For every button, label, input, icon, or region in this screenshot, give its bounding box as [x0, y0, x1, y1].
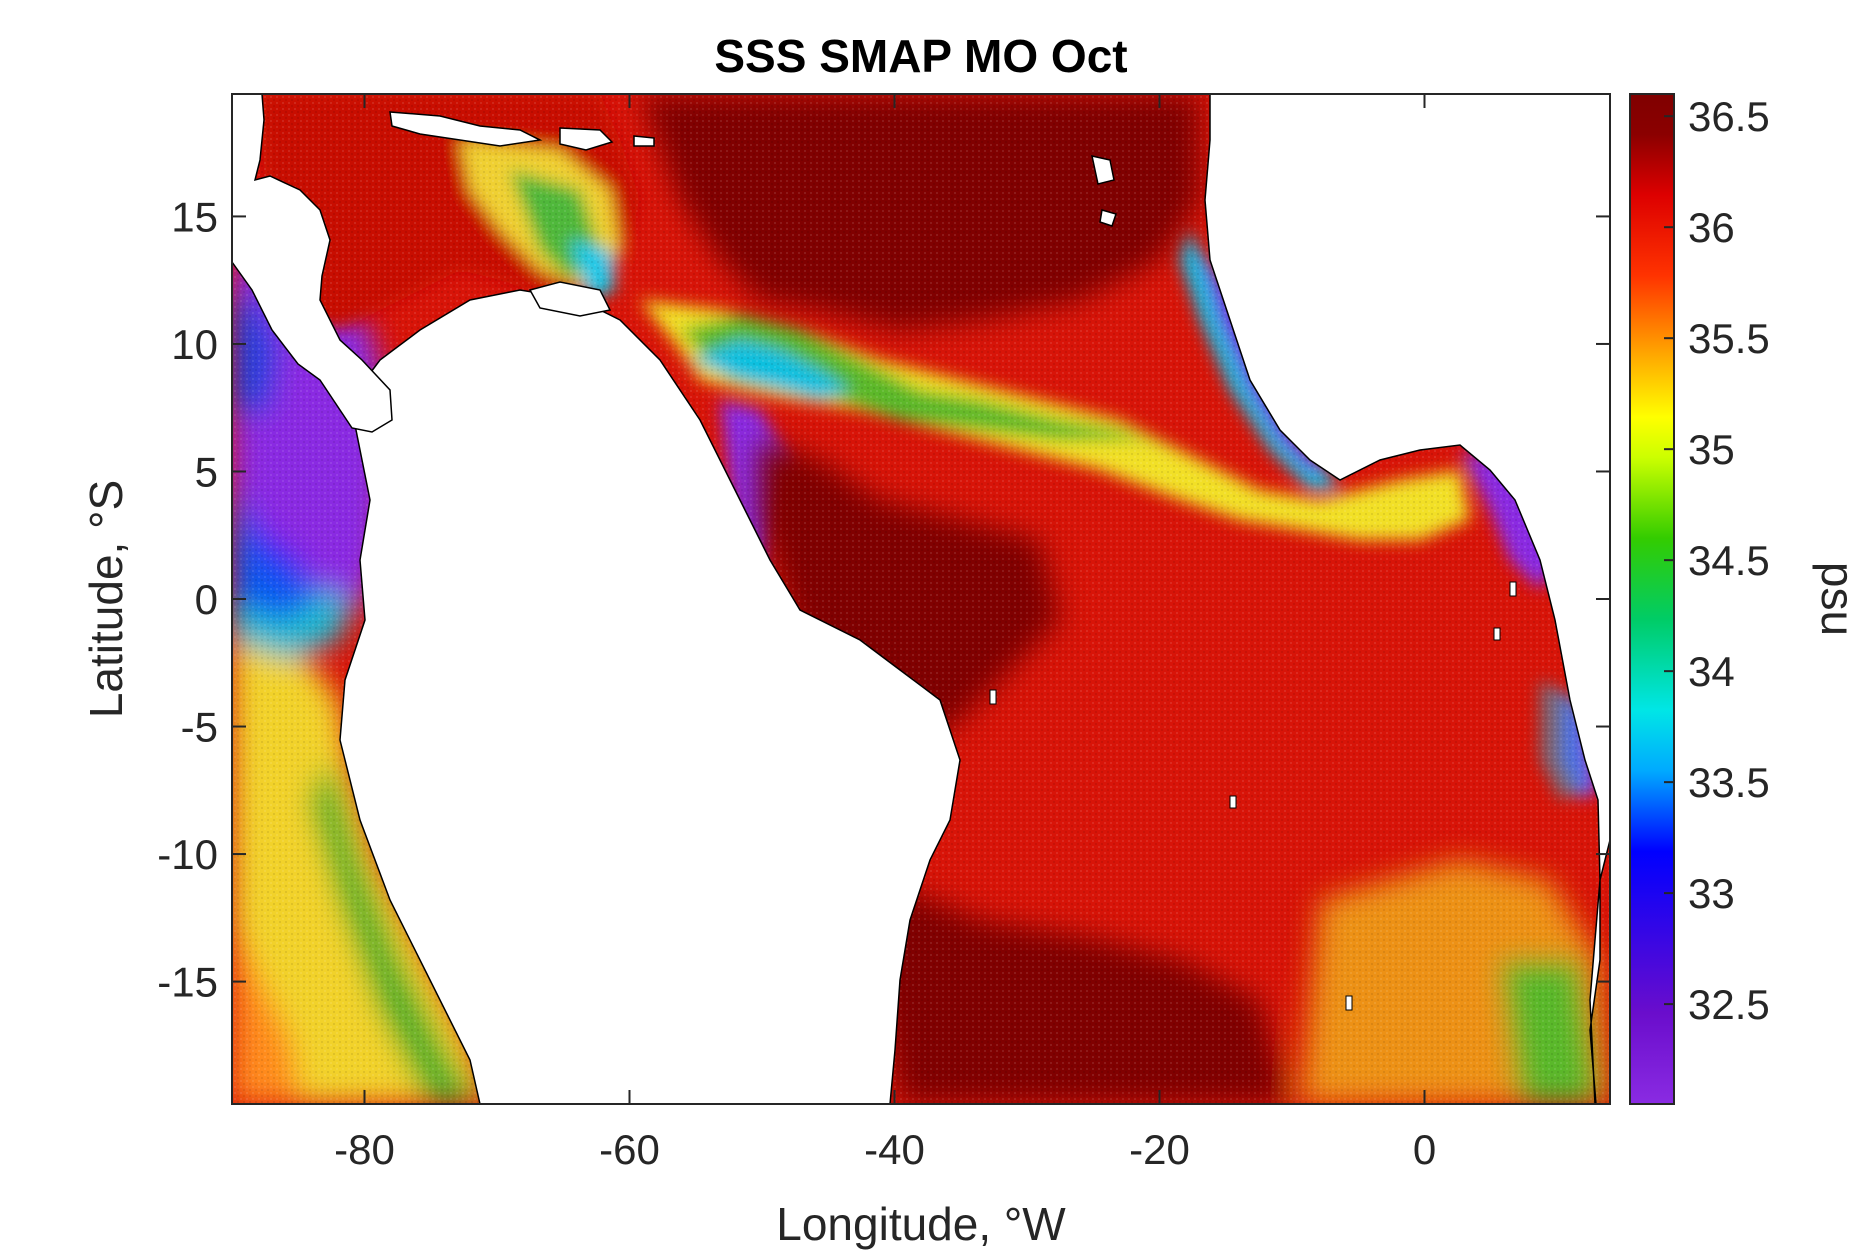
- colorbar-tick-label: 35.5: [1688, 315, 1770, 362]
- colorbar-label: psu: [1812, 562, 1864, 636]
- colorbar: 36.5 36 35.5 35 34.5 34 33.5 33 32.5 psu: [1629, 93, 1864, 1105]
- colorbar-tick-label: 34.5: [1688, 537, 1770, 584]
- colorbar-tick-label: 33.5: [1688, 759, 1770, 806]
- map-title: SSS SMAP MO Oct: [714, 30, 1127, 82]
- y-tick-label: 15: [171, 193, 218, 240]
- y-axis-ticks: 15 10 5 0 -5 -10 -15: [157, 193, 1610, 1006]
- colorbar-tick-label: 32.5: [1688, 981, 1770, 1028]
- cape-verde-island: [1099, 209, 1117, 227]
- puerto-rico-island: [633, 135, 655, 147]
- y-tick-label: 0: [195, 576, 218, 623]
- colorbar-ticks: 36.5 36 35.5 35 34.5 34 33.5 33 32.5: [1664, 93, 1770, 1028]
- y-tick-label: -10: [157, 831, 218, 878]
- x-tick-label: -60: [599, 1126, 660, 1173]
- salinity-map-plot: [232, 94, 1610, 1104]
- colorbar-tick-label: 36.5: [1688, 93, 1770, 140]
- x-axis-ticks: -80 -60 -40 -20 0: [334, 94, 1436, 1173]
- x-tick-label: -20: [1129, 1126, 1190, 1173]
- colorbar-tick-label: 35: [1688, 426, 1735, 473]
- africa-land: [1204, 94, 1610, 1104]
- hispaniola-island: [559, 127, 614, 151]
- northern-sa-coast: [528, 281, 612, 317]
- colorbar-gradient: [1629, 93, 1675, 1105]
- x-tick-label: -80: [334, 1126, 395, 1173]
- lesser-antilles-island: [1091, 155, 1115, 185]
- colorbar-tick-label: 36: [1688, 204, 1735, 251]
- land-masses: [232, 94, 1610, 1104]
- x-tick-label: 0: [1413, 1126, 1436, 1173]
- small-islands: [989, 581, 1517, 1011]
- colorbar-tick-label: 34: [1688, 648, 1735, 695]
- x-axis-label: Longitude, °W: [776, 1198, 1066, 1250]
- y-tick-label: 10: [171, 321, 218, 368]
- y-axis-label: Latitude, °S: [80, 480, 132, 718]
- y-tick-label: -5: [181, 704, 218, 751]
- colorbar-tick-label: 33: [1688, 870, 1735, 917]
- central-america-land: [232, 94, 393, 433]
- y-tick-label: -15: [157, 959, 218, 1006]
- cuba-island: [389, 111, 543, 147]
- y-tick-label: 5: [195, 448, 218, 495]
- x-tick-label: -40: [864, 1126, 925, 1173]
